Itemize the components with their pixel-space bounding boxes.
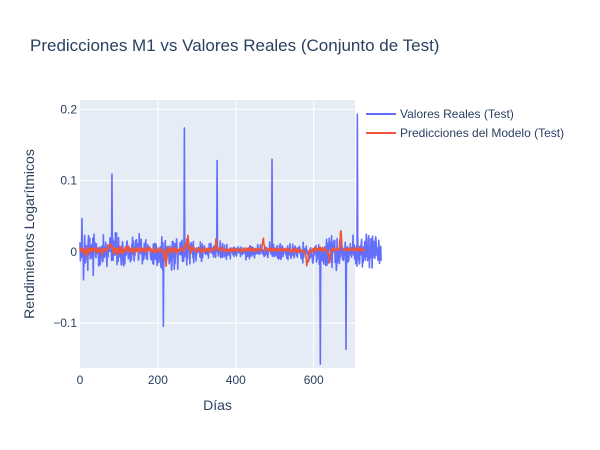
x-tick-label: 400 <box>226 373 246 387</box>
legend-item[interactable]: Predicciones del Modelo (Test) <box>366 126 564 140</box>
legend-item[interactable]: Valores Reales (Test) <box>366 107 514 121</box>
x-tick-label: 0 <box>77 373 84 387</box>
y-tick-label: 0 <box>70 245 77 259</box>
y-tick-label: 0.1 <box>60 174 77 188</box>
y-axis-ticks: −0.1 0 0.1 0.2 <box>53 102 77 330</box>
series-lines <box>79 113 382 365</box>
y-tick-label: 0.2 <box>60 102 77 116</box>
x-axis-title: Días <box>203 397 232 413</box>
chart-title: Predicciones M1 vs Valores Reales (Conju… <box>30 36 439 55</box>
legend[interactable]: Valores Reales (Test) Predicciones del Mo… <box>366 107 564 140</box>
x-tick-label: 200 <box>148 373 168 387</box>
x-axis-ticks: 0 200 400 600 <box>77 373 324 387</box>
predicted-values-line <box>79 230 365 268</box>
x-tick-label: 600 <box>304 373 324 387</box>
legend-label: Predicciones del Modelo (Test) <box>400 126 564 140</box>
y-axis-title: Rendimientos Logarítmicos <box>21 149 37 319</box>
legend-label: Valores Reales (Test) <box>400 107 514 121</box>
y-tick-label: −0.1 <box>53 316 77 330</box>
